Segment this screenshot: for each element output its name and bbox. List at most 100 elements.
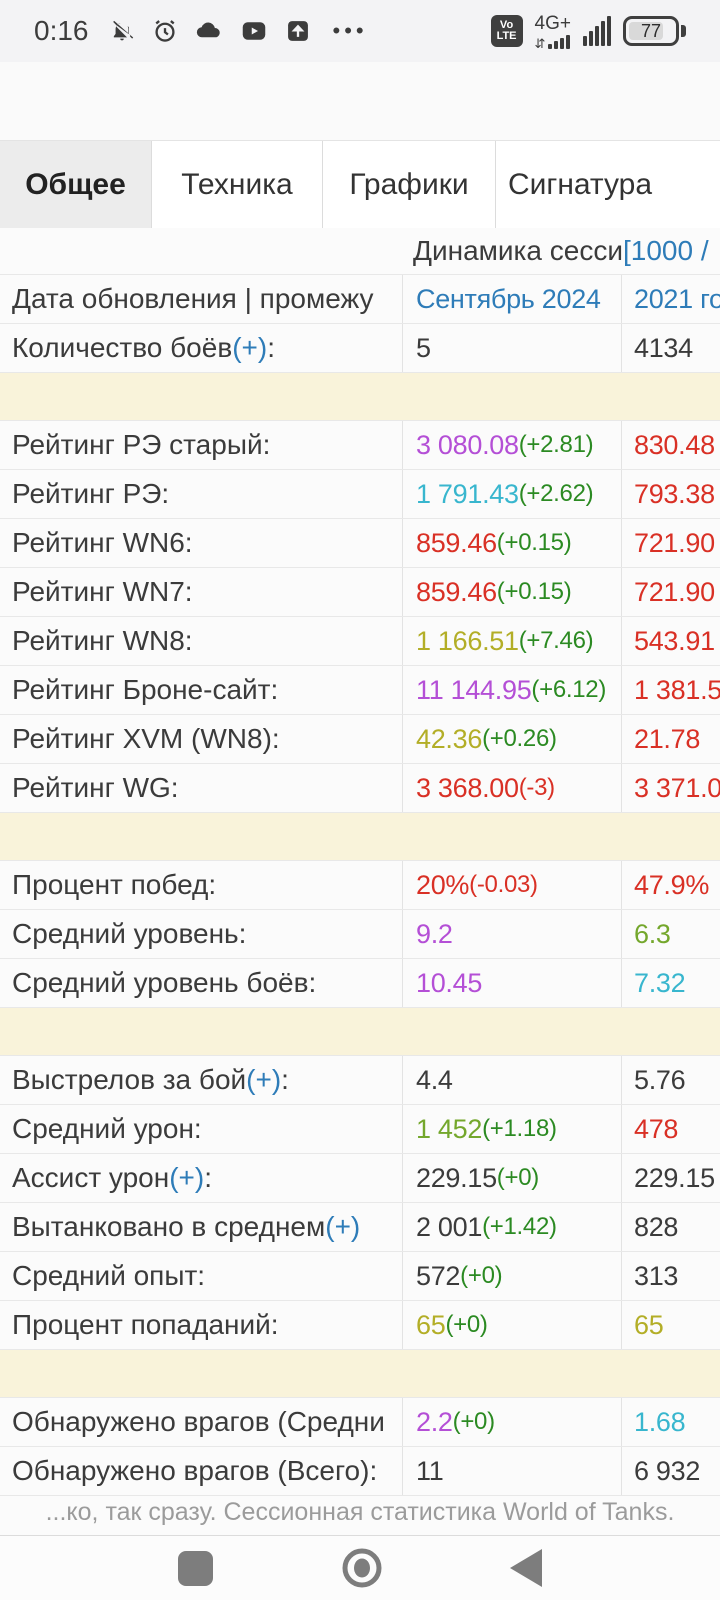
text-part: 65 xyxy=(416,1309,446,1340)
row-label: Рейтинг WN6: xyxy=(0,519,403,567)
session-value: 5 xyxy=(403,324,622,372)
alltime-value: 6.3 xyxy=(622,910,720,958)
text-part: 21.78 xyxy=(634,723,701,754)
status-bar: 0:16 ••• Vo LTE 4G+ xyxy=(0,0,720,62)
table-row: Рейтинг WG: 3 368.00 (-3) 3 371.0 xyxy=(0,764,720,813)
table-row: Средний уровень: 9.2 6.3 xyxy=(0,910,720,959)
link[interactable]: 2021 го xyxy=(634,283,720,314)
text-part: 3 368.00 xyxy=(416,772,519,803)
volte-badge: Vo LTE xyxy=(490,15,523,47)
link[interactable]: (+) xyxy=(246,1064,282,1095)
data-arrows-icon: ⇵ xyxy=(534,35,546,51)
text-part: (+2.62) xyxy=(518,480,594,507)
text-part: (+7.46) xyxy=(518,627,594,654)
session-value: 3 080.08 (+2.81) xyxy=(403,421,622,469)
footer-ticker: ...ко, так сразу. Сессионная статистика … xyxy=(0,1496,720,1536)
session-value: 1 452 (+1.18) xyxy=(403,1105,622,1153)
alltime-value: 1 381.5 xyxy=(622,666,720,714)
session-value: 42.36 (+0.26) xyxy=(403,715,622,763)
text-part: Количество боёв xyxy=(12,332,233,363)
row-label: Процент побед: xyxy=(0,861,403,909)
text-part: 478 xyxy=(634,1113,679,1144)
row-label: Вытанковано в среднем (+) xyxy=(0,1203,403,1251)
text-part: (+6.12) xyxy=(531,676,607,703)
text-part: 42.36 xyxy=(416,723,483,754)
link[interactable]: (+) xyxy=(325,1211,361,1242)
row-label: Рейтинг Броне-сайт: xyxy=(0,666,403,714)
row-label: Средний уровень: xyxy=(0,910,403,958)
text-part: 65 xyxy=(634,1309,664,1340)
cloud-icon xyxy=(194,16,224,46)
text-part: Средний урон: xyxy=(12,1113,202,1144)
text-part: : xyxy=(267,332,275,363)
more-notifications-icon: ••• xyxy=(332,18,368,43)
text-part: Рейтинг XVM (WN8): xyxy=(12,723,280,754)
table-row: Рейтинг WN8: 1 166.51 (+7.46) 543.91 xyxy=(0,617,720,666)
link[interactable]: (+) xyxy=(232,332,268,363)
text-part: (+0.15) xyxy=(496,578,572,605)
session-value: 2.2 (+0) xyxy=(403,1398,622,1446)
alltime-value: 229.15 xyxy=(622,1154,720,1202)
nav-back-button[interactable] xyxy=(510,1549,542,1587)
row-label: Рейтинг WN7: xyxy=(0,568,403,616)
row-label: Выстрелов за бой (+): xyxy=(0,1056,403,1104)
session-value: 859.46 (+0.15) xyxy=(403,519,622,567)
alltime-value: 21.78 xyxy=(622,715,720,763)
text-part: 5 xyxy=(416,332,431,363)
session-value: 4.4 xyxy=(403,1056,622,1104)
text-part: Средний опыт: xyxy=(12,1260,206,1291)
upload-arrow-icon xyxy=(284,17,312,45)
text-part: 572 xyxy=(416,1260,461,1291)
text-part: Рейтинг WG: xyxy=(12,772,179,803)
tab-3[interactable]: Графики xyxy=(323,141,496,228)
text-part: (+1.18) xyxy=(482,1115,557,1142)
section-spacer-row xyxy=(0,813,720,861)
tab-1[interactable]: Общее xyxy=(0,141,152,228)
text-part: (+0) xyxy=(445,1311,488,1338)
link[interactable]: (+) xyxy=(169,1162,205,1193)
text-part: 47.9% xyxy=(634,869,710,900)
text-part: 1 381.5 xyxy=(634,674,720,705)
row-label: Рейтинг РЭ старый: xyxy=(0,421,403,469)
alltime-value: 721.90 xyxy=(622,519,720,567)
link[interactable]: Сентябрь 2024 xyxy=(416,283,601,314)
nav-recents-button[interactable] xyxy=(178,1550,213,1586)
session-value: 65 (+0) xyxy=(403,1301,622,1349)
table-title: Динамика сесси [1000 / xyxy=(0,228,720,274)
session-value: 2 001 (+1.42) xyxy=(403,1203,622,1251)
text-part: Рейтинг WN7: xyxy=(12,576,193,607)
battery-indicator: 77 xyxy=(623,16,686,46)
session-value: 3 368.00 (-3) xyxy=(403,764,622,812)
table-row: Средний уровень боёв: 10.45 7.32 xyxy=(0,959,720,1008)
session-value: 11 xyxy=(403,1447,622,1495)
row-label: Средний опыт: xyxy=(0,1252,403,1300)
tab-2[interactable]: Техника xyxy=(152,141,323,228)
alltime-value: 1.68 xyxy=(622,1398,720,1446)
text-part: 1.68 xyxy=(634,1406,686,1437)
section-spacer-row xyxy=(0,1008,720,1056)
text-part: Процент побед: xyxy=(12,869,217,900)
table-row: Процент попаданий: 65 (+0) 65 xyxy=(0,1301,720,1350)
table-row: Рейтинг WN7: 859.46 (+0.15) 721.90 xyxy=(0,568,720,617)
text-part: (+0.26) xyxy=(482,725,557,752)
table-row: Средний урон: 1 452 (+1.18) 478 xyxy=(0,1105,720,1154)
tab-4[interactable]: Сигнатура xyxy=(496,141,720,228)
clock-time: 0:16 xyxy=(34,15,89,46)
sim2-signal-icon xyxy=(548,34,571,49)
nav-home-button[interactable] xyxy=(340,1546,384,1590)
table-row: Рейтинг WN6: 859.46 (+0.15) 721.90 xyxy=(0,519,720,568)
table-row: Ассист урон (+):229.15 (+0) 229.15 xyxy=(0,1154,720,1203)
text-part: 10.45 xyxy=(416,967,483,998)
text-part: : xyxy=(204,1162,212,1193)
text-part: Рейтинг РЭ: xyxy=(12,478,170,509)
session-value: 1 791.43 (+2.62) xyxy=(403,470,622,518)
text-part: (-3) xyxy=(518,774,555,801)
text-part: 6 932 xyxy=(634,1455,701,1486)
row-label: Рейтинг XVM (WN8): xyxy=(0,715,403,763)
alltime-value: 3 371.0 xyxy=(622,764,720,812)
alltime-value: 65 xyxy=(622,1301,720,1349)
link[interactable]: [1000 / xyxy=(622,235,709,266)
table-row: Дата обновления | промежу Сентябрь 2024 20… xyxy=(0,275,720,324)
table-row: Рейтинг Броне-сайт: 11 144.95 (+6.12) 1 38… xyxy=(0,666,720,715)
